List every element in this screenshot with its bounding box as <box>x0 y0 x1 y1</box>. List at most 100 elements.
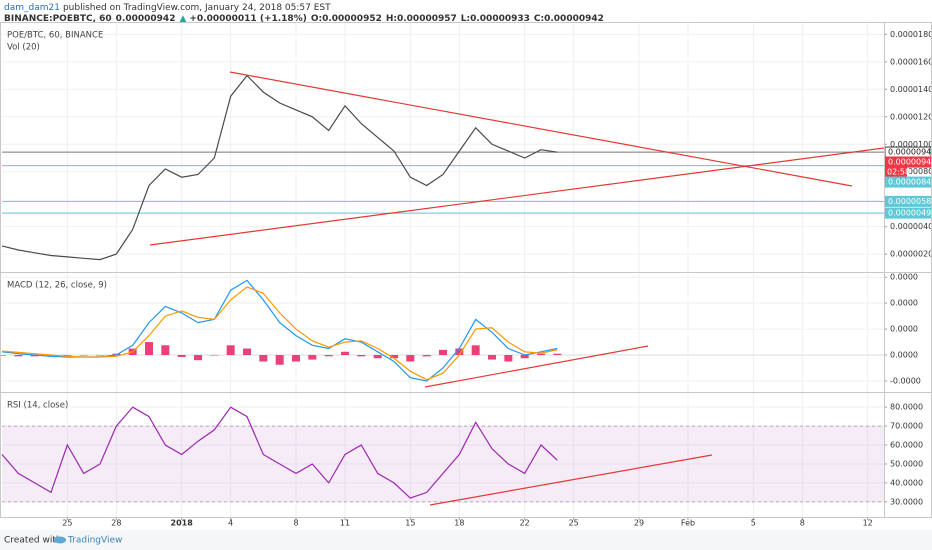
y-tick-label: 40.0000 <box>890 478 923 487</box>
x-tick-label: 25 <box>569 519 579 528</box>
band <box>2 426 884 502</box>
histogram-bar <box>341 351 349 356</box>
histogram-bar <box>259 355 268 362</box>
histogram-bar <box>455 348 464 356</box>
histogram-bar <box>0 355 6 356</box>
histogram-bar <box>488 355 496 360</box>
countdown-box <box>885 167 907 178</box>
open: O:0.00000952 <box>311 14 382 24</box>
histogram-bar <box>275 355 284 365</box>
panel-title: RSI (14, close) <box>7 401 68 411</box>
histogram-bar <box>406 355 415 362</box>
high: H:0.00000957 <box>386 14 457 24</box>
histogram-bar <box>47 355 55 357</box>
price-label: 0.00000499 <box>888 209 932 218</box>
x-tick-label: 5 <box>751 519 756 528</box>
series-line <box>1 406 558 499</box>
x-tick-label: 8 <box>800 519 805 528</box>
histogram-bar <box>63 355 72 356</box>
histogram-bar <box>422 355 431 357</box>
histogram-bar <box>292 355 300 362</box>
x-tick-label: 12 <box>863 519 873 528</box>
histogram-bar <box>194 355 202 361</box>
author[interactable]: dam_dam21 <box>4 3 60 13</box>
histogram-bar <box>30 355 39 357</box>
histogram-bar <box>243 348 251 356</box>
x-tick-label: 2018 <box>171 519 194 528</box>
histogram-bar <box>439 349 447 356</box>
trendline <box>429 454 713 506</box>
footer-created: Created with <box>4 536 62 546</box>
histogram-bar <box>553 353 562 356</box>
footer-bg <box>0 530 932 550</box>
y-tick-label: 0.0000 <box>890 299 918 308</box>
x-tick-label: 22 <box>520 519 530 528</box>
histogram-bar <box>324 355 333 357</box>
histogram-bar <box>373 355 382 359</box>
header-line: dam_dam21 published on TradingView.com, J… <box>4 3 331 13</box>
series-line <box>1 74 558 261</box>
x-tick-label: 8 <box>293 519 298 528</box>
histogram-bar <box>210 355 219 356</box>
histogram-bar <box>390 355 398 359</box>
histogram-bar <box>14 355 23 357</box>
close: C:0.00000942 <box>534 14 604 24</box>
histogram-bar <box>145 342 153 356</box>
panel-subtitle: Vol (20) <box>7 43 40 53</box>
histogram-bar <box>308 355 317 360</box>
price-label: 0.00000942 <box>888 158 932 167</box>
y-tick-label: 30.0000 <box>890 497 923 506</box>
y-tick-label: 70.0000 <box>890 422 923 431</box>
panel-title: MACD (12, 26, close, 9) <box>7 281 107 291</box>
x-tick-label: 11 <box>340 519 350 528</box>
low: L:0.00000933 <box>461 14 530 24</box>
histogram-bar <box>96 355 104 356</box>
histogram-bar <box>520 355 529 359</box>
series-line <box>1 286 558 381</box>
y-tick-label: 80.0000 <box>890 403 923 412</box>
y-tick-label: 0.0000 <box>890 273 918 282</box>
y-tick-label: 0.0000 <box>890 351 918 360</box>
logo <box>54 536 66 544</box>
footer-brand[interactable]: TradingView <box>67 536 122 546</box>
histogram-bar <box>226 345 235 356</box>
histogram-bar <box>161 345 170 356</box>
x-tick-label: 4 <box>228 519 233 528</box>
change: +0.00000011 (+1.18%) <box>189 14 306 24</box>
price-label: 0.00000943 <box>888 148 932 157</box>
histogram-bar <box>471 345 480 356</box>
countdown: 02:58 <box>887 168 910 177</box>
x-tick-label: 29 <box>634 519 644 528</box>
x-tick-label: 18 <box>454 519 464 528</box>
histogram-bar <box>537 353 545 356</box>
price-label: 0.00000584 <box>888 197 932 206</box>
y-tick-label: 60.0000 <box>890 441 923 450</box>
histogram-bar <box>177 355 186 357</box>
symbol: BINANCE:POEBTC, 60 <box>4 14 112 24</box>
y-tick-label: 0.0000 <box>890 325 918 334</box>
x-tick-label: Feb <box>681 519 695 528</box>
x-tick-label: 15 <box>405 519 415 528</box>
trendline <box>424 345 649 388</box>
x-tick-label: 28 <box>111 519 121 528</box>
histogram-bar <box>79 355 88 356</box>
y-tick-label: 50.0000 <box>890 459 923 468</box>
panel-title: POE/BTC, 60, BINANCE <box>7 31 103 41</box>
trendline <box>149 147 885 246</box>
trendline <box>229 71 853 187</box>
last: 0.00000942 <box>116 14 176 24</box>
price-label: 0.00000844 <box>888 178 932 187</box>
histogram-bar <box>504 355 513 362</box>
symbol-line: BINANCE:POEBTC, 60 0.00000942 ▲ +0.00000011… <box>4 14 604 24</box>
